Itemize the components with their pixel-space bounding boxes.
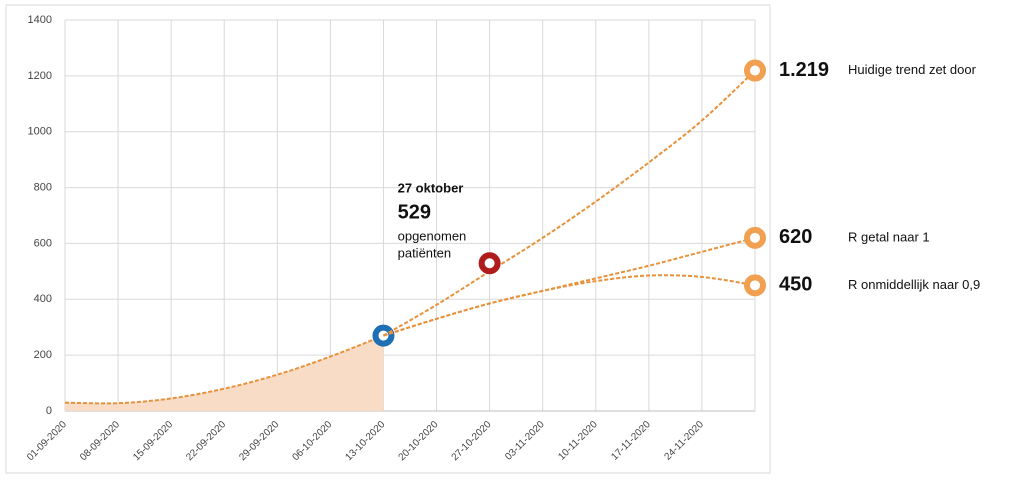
x-tick-label: 27-10-2020 (450, 419, 494, 463)
x-tick-label: 22-09-2020 (184, 419, 228, 463)
end-point (744, 226, 766, 249)
area (65, 335, 384, 411)
x-tick-label: 20-10-2020 (397, 419, 441, 463)
x-tick-label: 10-11-2020 (556, 419, 600, 463)
chart-border (5, 4, 771, 474)
line (64, 334, 384, 405)
line (383, 274, 756, 337)
value-label: 1.219 (779, 59, 829, 81)
x-tick-label: 17-11-2020 (609, 419, 653, 463)
value-label: 620 (779, 226, 812, 248)
x-tick-label: 15-09-2020 (131, 419, 175, 463)
annotation-text: patiënten (398, 246, 452, 261)
series-label: R getal naar 1 (848, 229, 930, 244)
y-tick-label: 200 (34, 349, 52, 361)
end-point (744, 274, 766, 297)
line (382, 69, 756, 337)
annotation-date: 27 oktober (398, 181, 464, 196)
x-tick-label: 08-09-2020 (78, 419, 122, 463)
value-label: 450 (779, 274, 812, 296)
y-tick-label: 1000 (28, 126, 52, 138)
series-label: Huidige trend zet door (848, 62, 977, 77)
x-tick-label: 03-11-2020 (503, 419, 547, 463)
x-tick-label: 13-10-2020 (343, 419, 387, 463)
x-tick-label: 29-09-2020 (237, 419, 281, 463)
x-tick-label: 01-09-2020 (25, 419, 69, 463)
x-tick-label: 24-11-2020 (662, 419, 706, 463)
y-tick-label: 1400 (28, 14, 52, 26)
annotation-text: opgenomen (398, 229, 467, 244)
y-tick-label: 1200 (28, 70, 52, 82)
y-tick-label: 600 (34, 237, 52, 249)
y-tick-label: 400 (34, 293, 52, 305)
series-label: R onmiddellijk naar 0,9 (848, 277, 980, 292)
annotation-point (478, 252, 501, 275)
y-tick-label: 0 (46, 405, 52, 417)
x-tick-label: 06-10-2020 (290, 419, 334, 463)
end-point (744, 59, 766, 82)
y-tick-label: 800 (34, 181, 52, 193)
annotation-value: 529 (398, 202, 431, 224)
